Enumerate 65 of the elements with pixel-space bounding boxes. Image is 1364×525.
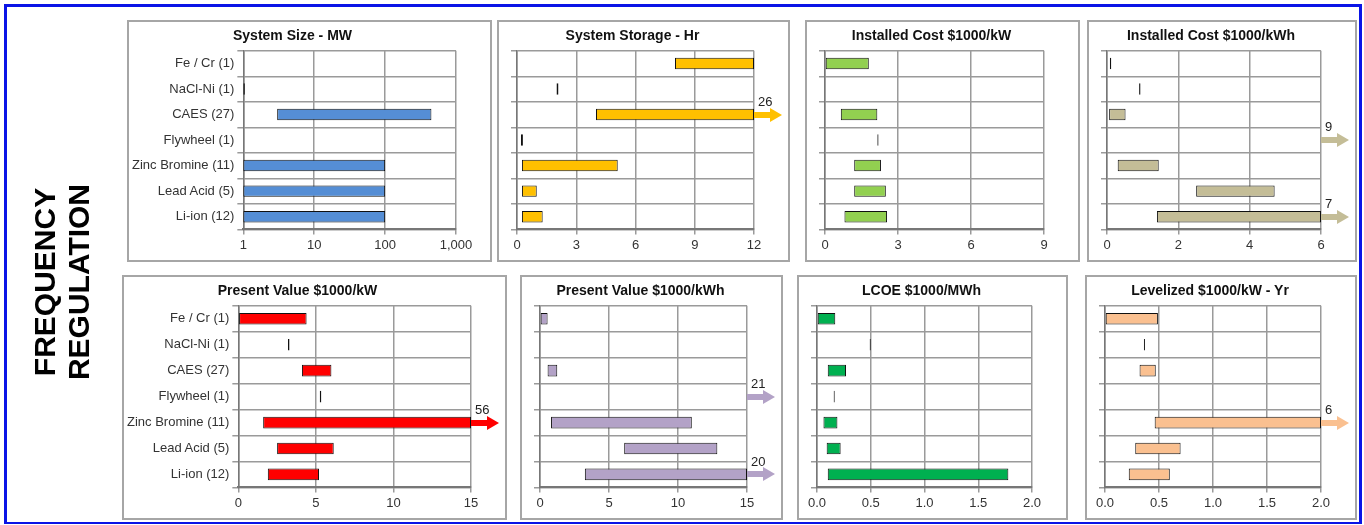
chart-title: Present Value $1000/kW — [217, 282, 379, 299]
x-tick-label: 3 — [894, 236, 902, 252]
x-tick-label: 15 — [739, 494, 755, 510]
x-tick-label: 4 — [1246, 236, 1254, 252]
chart-title: System Storage - Hr — [565, 27, 700, 44]
x-tick-label: 0.5 — [861, 494, 880, 510]
chart-title: Installed Cost $1000/kW — [851, 27, 1013, 44]
text: 9 — [1325, 119, 1333, 135]
x-tick-label: 0.0 — [807, 494, 827, 510]
x-tick-label: 0 — [1103, 236, 1111, 252]
x-tick-label: 9 — [1040, 236, 1048, 252]
chart-title: LCOE $1000/MWh — [861, 282, 982, 299]
y-tick-label: Flywheel (1) — [163, 131, 235, 147]
x-tick-label: 1.0 — [1203, 494, 1223, 510]
y-tick-label: Flywheel (1) — [158, 388, 230, 404]
y-axis-title: FREQUENCY REGULATION — [28, 182, 96, 383]
x-tick-label: 1.5 — [969, 494, 988, 510]
x-tick-label: 6 — [1317, 236, 1325, 252]
x-tick-label: 1 — [239, 236, 247, 252]
x-tick-label: 15 — [463, 494, 479, 510]
y-tick-label: Zinc Bromine (11) — [132, 157, 235, 173]
x-tick-label: 10 — [306, 236, 322, 252]
x-tick-label: 12 — [746, 236, 762, 252]
annotation: 7 — [1325, 195, 1333, 211]
x-tick-label: 1.0 — [915, 494, 934, 510]
text: 21 — [751, 375, 766, 391]
x-tick-label: 2.0 — [1311, 494, 1331, 510]
x-tick-label: 0 — [513, 236, 521, 252]
x-tick-label: 0 — [821, 236, 829, 252]
y-tick-label: Li-ion (12) — [170, 466, 230, 482]
chart-title: Installed Cost $1000/kWh — [1126, 27, 1296, 44]
x-tick-label: 9 — [691, 236, 699, 252]
chart-title: System Size - MW — [232, 27, 353, 44]
x-tick-label: 5 — [312, 494, 320, 510]
x-tick-label: 3 — [572, 236, 580, 252]
y-tick-label: Fe / Cr (1) — [175, 55, 235, 71]
x-tick-label: 1.5 — [1257, 494, 1277, 510]
x-tick-label: 0.0 — [1095, 494, 1115, 510]
annotation: 56 — [475, 401, 490, 417]
y-tick-label: Zinc Bromine (11) — [127, 414, 230, 430]
x-tick-label: 2.0 — [1022, 494, 1042, 510]
x-tick-label: 10 — [386, 494, 401, 510]
annotation: 20 — [751, 453, 766, 469]
y-tick-label: Li-ion (12) — [175, 208, 235, 224]
x-tick-label: 6 — [967, 236, 975, 252]
x-tick-label: 0.5 — [1149, 494, 1169, 510]
x-tick-label: 0 — [234, 494, 242, 510]
x-tick-label: 10 — [670, 494, 686, 510]
x-tick-label: 100 — [374, 236, 396, 252]
chart-title: Levelized $1000/kW - Yr — [1131, 282, 1290, 299]
y-tick-label: NaCl-Ni (1) — [169, 80, 235, 96]
x-tick-label: 1,000 — [439, 236, 473, 252]
annotation: 6 — [1325, 401, 1333, 417]
y-tick-label: CAES (27) — [167, 362, 230, 378]
x-tick-label: 2 — [1174, 236, 1182, 252]
y-tick-label: Fe / Cr (1) — [170, 310, 230, 326]
y-tick-label: CAES (27) — [172, 106, 235, 122]
y-tick-label: NaCl-Ni (1) — [164, 336, 230, 352]
chart-title: Present Value $1000/kWh — [556, 282, 725, 299]
x-tick-label: 5 — [605, 494, 613, 510]
x-tick-label: 6 — [631, 236, 640, 252]
y-tick-label: Lead Acid (5) — [152, 440, 230, 456]
x-tick-label: 0 — [536, 494, 544, 510]
y-tick-label: Lead Acid (5) — [157, 182, 235, 198]
annotation: 26 — [758, 93, 773, 109]
